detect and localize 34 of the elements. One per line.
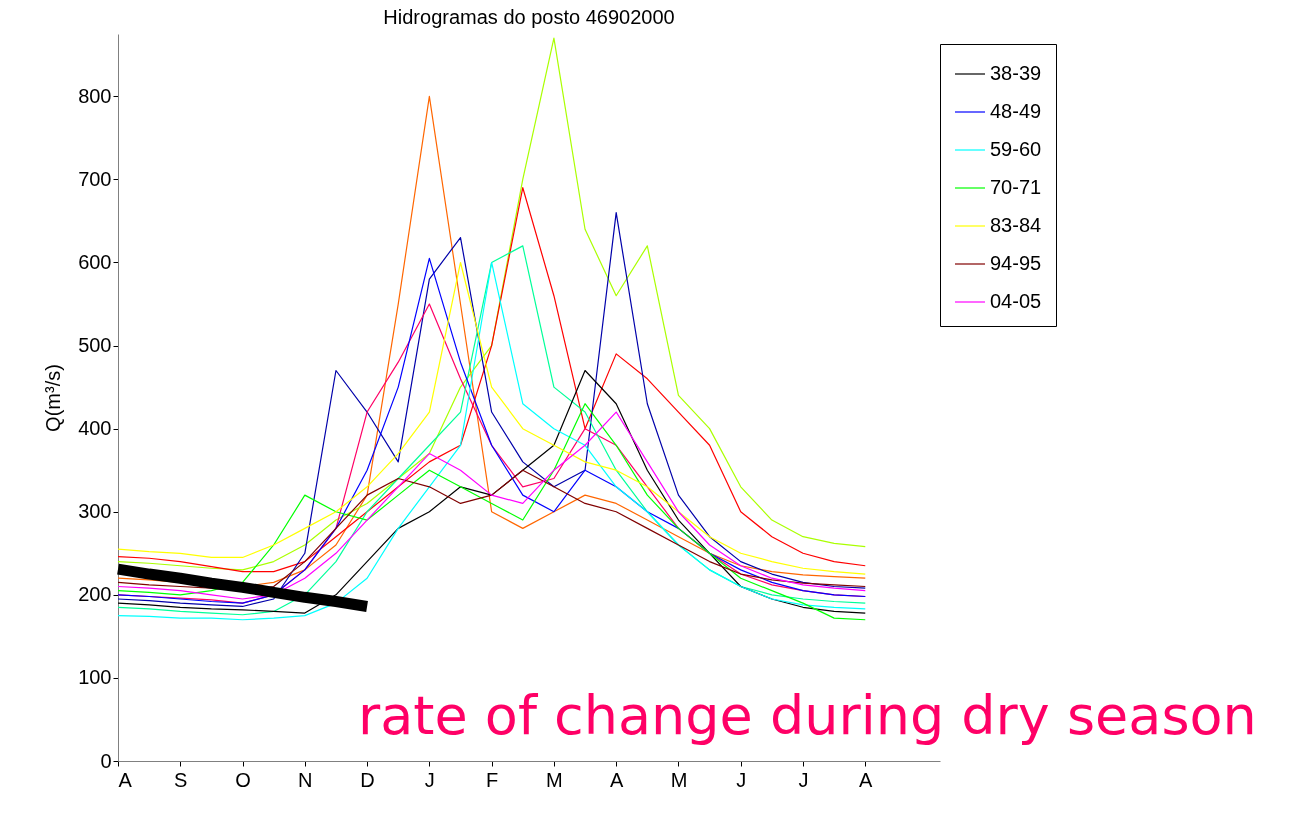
x-tick-label: J [798, 768, 809, 791]
legend-label: 48-49 [990, 100, 1042, 122]
y-tick-label: 100 [78, 666, 112, 689]
legend-label: 70-71 [990, 176, 1042, 198]
x-tick-label: A [118, 768, 133, 791]
annotation: rate of change during dry season [358, 684, 1257, 747]
legend-label: 83-84 [990, 214, 1042, 236]
legend-label: 04-05 [990, 290, 1042, 312]
x-tick-label: J [424, 768, 435, 791]
y-tick-label: 200 [78, 583, 112, 606]
x-tick-label: M [546, 768, 563, 791]
y-tick-label: 600 [78, 250, 112, 273]
y-tick-label: 800 [78, 84, 112, 107]
x-tick-label: F [486, 768, 499, 791]
x-tick-label: N [298, 768, 313, 791]
x-tick-label: O [235, 768, 251, 791]
legend-label: 59-60 [990, 138, 1042, 160]
x-tick-label: S [174, 768, 188, 791]
x-tick-label: J [736, 768, 747, 791]
x-tick-label: A [610, 768, 625, 791]
x-tick-label: M [670, 768, 688, 791]
legend-label: 94-95 [990, 252, 1042, 274]
legend-label: 38-39 [990, 62, 1042, 84]
chart-title: Hidrogramas do posto 46902000 [383, 6, 675, 28]
x-tick-label: A [859, 768, 874, 791]
y-tick-label: 0 [100, 749, 112, 772]
line-series [118, 469, 866, 592]
line-series [118, 369, 866, 614]
x-tick-label: D [360, 768, 375, 791]
y-tick-label: 700 [78, 167, 112, 190]
y-axis-title: Q(m³/s) [42, 364, 65, 432]
y-tick-label: 300 [78, 500, 112, 523]
y-tick-label: 500 [78, 334, 112, 357]
y-tick-label: 400 [78, 417, 112, 440]
